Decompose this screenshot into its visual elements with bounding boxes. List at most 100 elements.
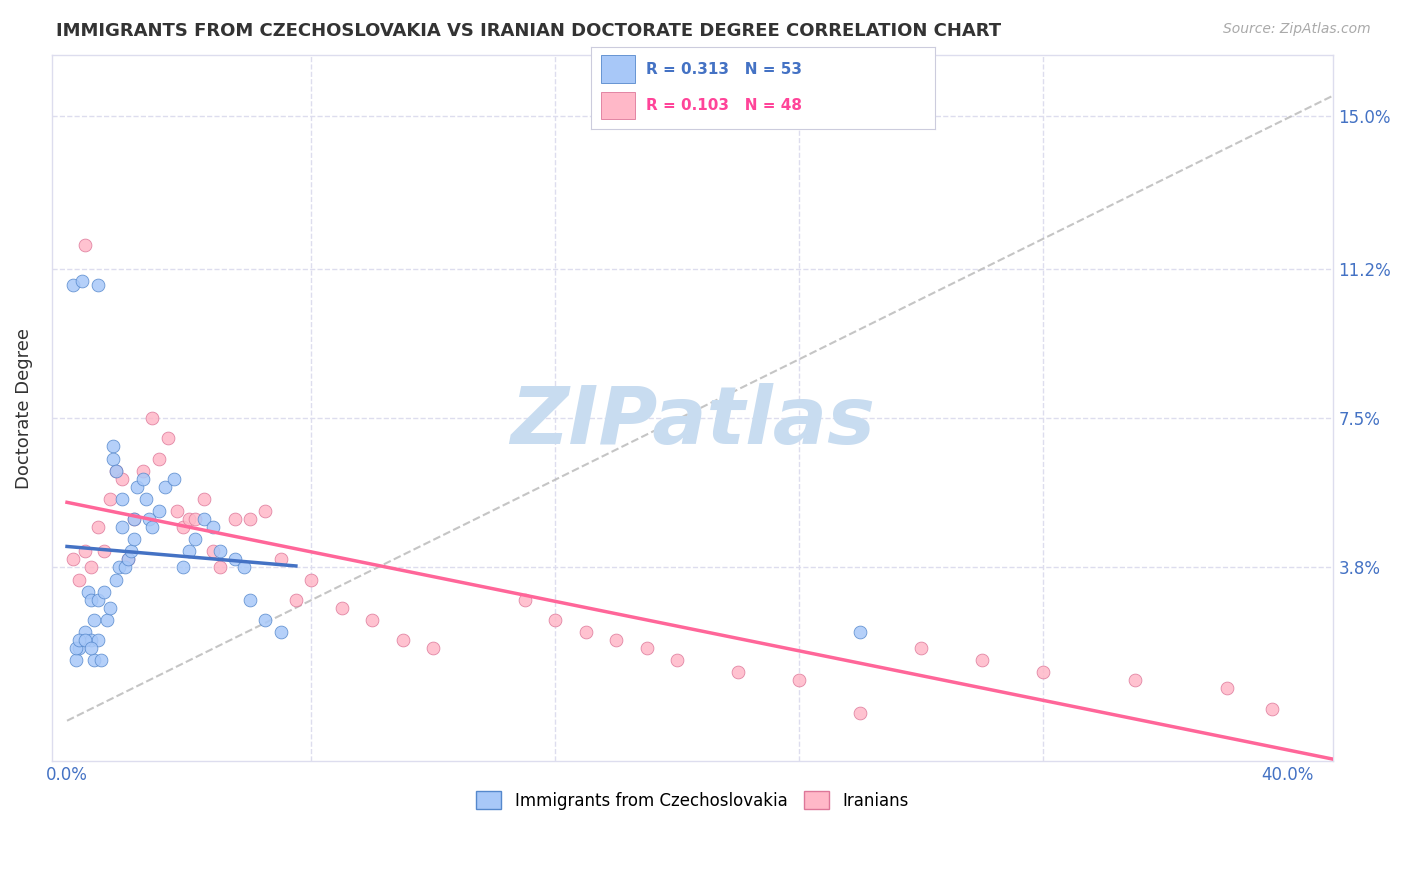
Point: [67, 633, 90, 648]
Point: [233, 560, 256, 574]
Point: [239, 592, 262, 607]
Point: [666, 653, 689, 667]
Point: [80, 633, 103, 648]
Point: [513, 592, 536, 607]
Point: [80, 592, 103, 607]
Point: [101, 451, 124, 466]
Point: [80, 641, 103, 656]
Legend: Immigrants from Czechoslovakia, Iranians: Immigrants from Czechoslovakia, Iranians: [470, 785, 915, 816]
Text: R = 0.103   N = 48: R = 0.103 N = 48: [645, 98, 801, 113]
Point: [86, 278, 108, 293]
Point: [135, 491, 157, 506]
Point: [138, 512, 160, 526]
Point: [83, 653, 105, 667]
Point: [141, 411, 163, 425]
Point: [80, 560, 103, 574]
Point: [62, 552, 84, 566]
Point: [111, 472, 134, 486]
Point: [202, 520, 225, 534]
Point: [1215, 681, 1237, 696]
Point: [284, 592, 307, 607]
Point: [67, 573, 90, 587]
Point: [122, 532, 145, 546]
Point: [65, 653, 87, 667]
Point: [148, 504, 170, 518]
Y-axis label: Doctorate Degree: Doctorate Degree: [15, 327, 32, 489]
Point: [849, 706, 872, 720]
Point: [122, 512, 145, 526]
Point: [104, 464, 127, 478]
Point: [93, 544, 115, 558]
Point: [972, 653, 994, 667]
Point: [75, 237, 97, 252]
Point: [1032, 665, 1054, 680]
Point: [153, 480, 176, 494]
Point: [636, 641, 658, 656]
Point: [120, 544, 142, 558]
Text: Source: ZipAtlas.com: Source: ZipAtlas.com: [1223, 22, 1371, 37]
Point: [75, 544, 97, 558]
Point: [132, 464, 155, 478]
Point: [62, 278, 84, 293]
Point: [172, 560, 194, 574]
Point: [299, 573, 322, 587]
Point: [104, 464, 127, 478]
Point: [202, 544, 225, 558]
Point: [98, 491, 121, 506]
Point: [849, 625, 872, 640]
Point: [330, 600, 353, 615]
Point: [65, 641, 87, 656]
Point: [86, 520, 108, 534]
Point: [391, 633, 413, 648]
Point: [122, 512, 145, 526]
Point: [117, 552, 139, 566]
Point: [86, 633, 108, 648]
Point: [163, 472, 186, 486]
Text: ZIPatlas: ZIPatlas: [510, 384, 875, 461]
Point: [101, 439, 124, 453]
Point: [361, 613, 384, 627]
Point: [422, 641, 444, 656]
Point: [254, 613, 277, 627]
Point: [575, 625, 598, 640]
Point: [910, 641, 932, 656]
Point: [93, 584, 115, 599]
Point: [184, 512, 207, 526]
Point: [132, 472, 155, 486]
Point: [108, 560, 131, 574]
Point: [83, 613, 105, 627]
Point: [104, 573, 127, 587]
Point: [193, 491, 215, 506]
Point: [544, 613, 567, 627]
Point: [605, 633, 627, 648]
Point: [224, 512, 246, 526]
Point: [177, 512, 200, 526]
Point: [90, 653, 112, 667]
Point: [75, 625, 97, 640]
Point: [156, 431, 179, 445]
Text: IMMIGRANTS FROM CZECHOSLOVAKIA VS IRANIAN DOCTORATE DEGREE CORRELATION CHART: IMMIGRANTS FROM CZECHOSLOVAKIA VS IRANIA…: [56, 22, 1001, 40]
Bar: [600, 92, 636, 120]
Point: [789, 673, 811, 688]
Point: [96, 613, 118, 627]
Point: [77, 584, 100, 599]
Point: [117, 552, 139, 566]
Point: [208, 560, 231, 574]
Point: [166, 504, 188, 518]
Bar: [600, 55, 636, 83]
Point: [98, 600, 121, 615]
Point: [114, 560, 136, 574]
Point: [193, 512, 215, 526]
Point: [254, 504, 277, 518]
Point: [141, 520, 163, 534]
Point: [86, 592, 108, 607]
Point: [111, 491, 134, 506]
Point: [208, 544, 231, 558]
Point: [67, 641, 90, 656]
Point: [239, 512, 262, 526]
Point: [270, 552, 292, 566]
Point: [148, 451, 170, 466]
Point: [1123, 673, 1146, 688]
Point: [1261, 701, 1284, 715]
Point: [75, 633, 97, 648]
